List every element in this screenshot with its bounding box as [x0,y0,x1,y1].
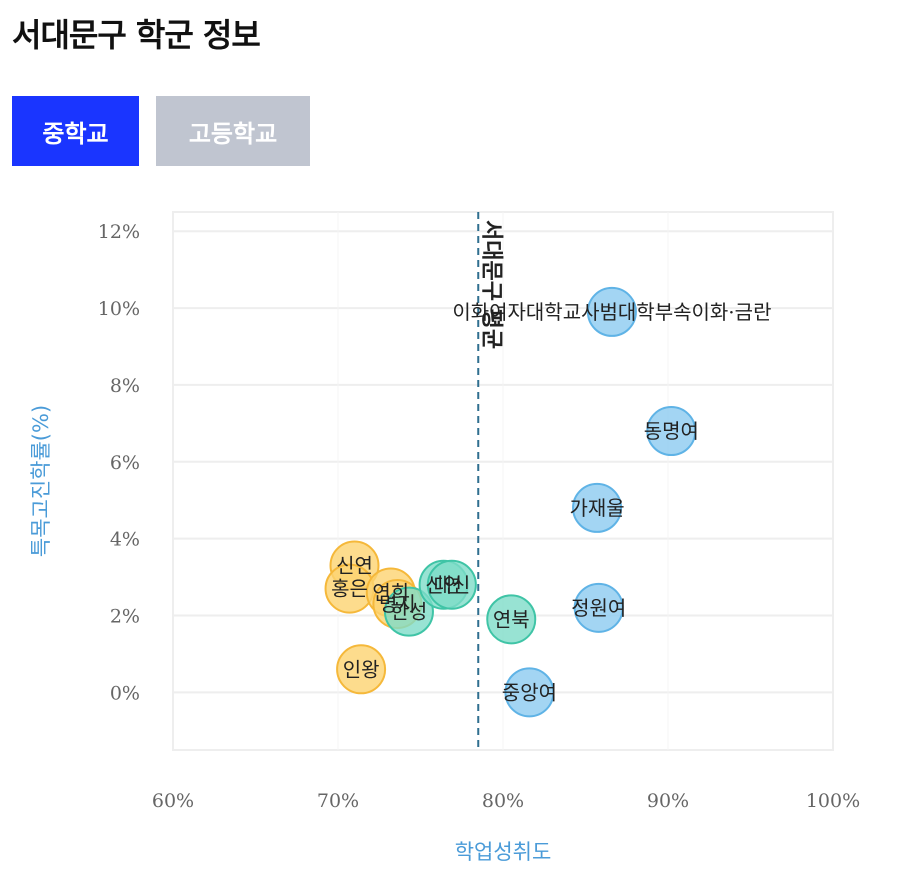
data-point-label: 신연 [425,573,462,597]
data-point-label: 인왕 [343,657,380,681]
data-point-label: 정원여 [571,596,626,620]
y-tick-label: 8% [110,375,140,397]
y-axis-ticks: 0% 2% 4% 6% 8% 10% 12% [98,221,140,704]
x-tick-label: 60% [152,790,194,812]
y-tick-label: 6% [110,452,140,474]
data-point[interactable] [383,586,434,637]
grid [172,211,834,751]
data-point-label: 동명여 [644,419,699,443]
data-point[interactable] [573,582,624,633]
data-point-label: 한성 [391,600,428,624]
page-title: 서대문구 학군 정보 [12,16,261,54]
x-axis-title: 학업성취도 [455,840,552,864]
data-point-label: 이화여자대학교사범대학부속이화·금란 [452,300,771,324]
reference-line-label: 서대문구 평균 [478,220,503,349]
data-point[interactable] [486,594,537,645]
data-points [324,286,697,718]
data-point-label: 홍은 [331,577,368,601]
school-level-tabs: 중학교 고등학교 [12,96,310,166]
y-tick-label: 4% [110,529,140,551]
x-tick-label: 80% [482,790,524,812]
data-point[interactable] [586,286,637,337]
data-point[interactable] [572,482,623,533]
scatter-chart: 0% 2% 4% 6% 8% 10% 12% 60% 70% 80% 90% 100% 서대문구 평… [29,211,860,864]
x-tick-label: 70% [317,790,359,812]
data-point-label: 명지 [379,592,416,616]
y-tick-label: 10% [98,298,140,320]
data-point[interactable] [504,667,555,718]
tab-high-school[interactable]: 고등학교 [156,96,310,166]
reference-line-group: 서대문구 평균 [477,212,503,750]
data-point-label: 연북 [493,607,530,631]
data-point-label: 가재울 [569,496,624,520]
x-tick-label: 90% [647,790,689,812]
data-point-label: 신연 [336,554,373,578]
data-point-label: 중앙여 [502,680,557,704]
data-point-label: 대신 [433,573,470,597]
x-tick-label: 100% [806,790,860,812]
data-point[interactable] [336,644,387,695]
data-point[interactable] [426,559,477,610]
data-point[interactable] [646,406,697,457]
y-tick-label: 0% [110,682,140,704]
y-axis-title: 특목고진학률(%) [29,405,53,557]
y-tick-label: 12% [98,221,140,243]
y-tick-label: 2% [110,606,140,628]
tab-middle-school[interactable]: 중학교 [12,96,139,166]
x-axis-ticks: 60% 70% 80% 90% 100% [152,790,860,812]
data-point-label: 연희 [372,580,409,604]
